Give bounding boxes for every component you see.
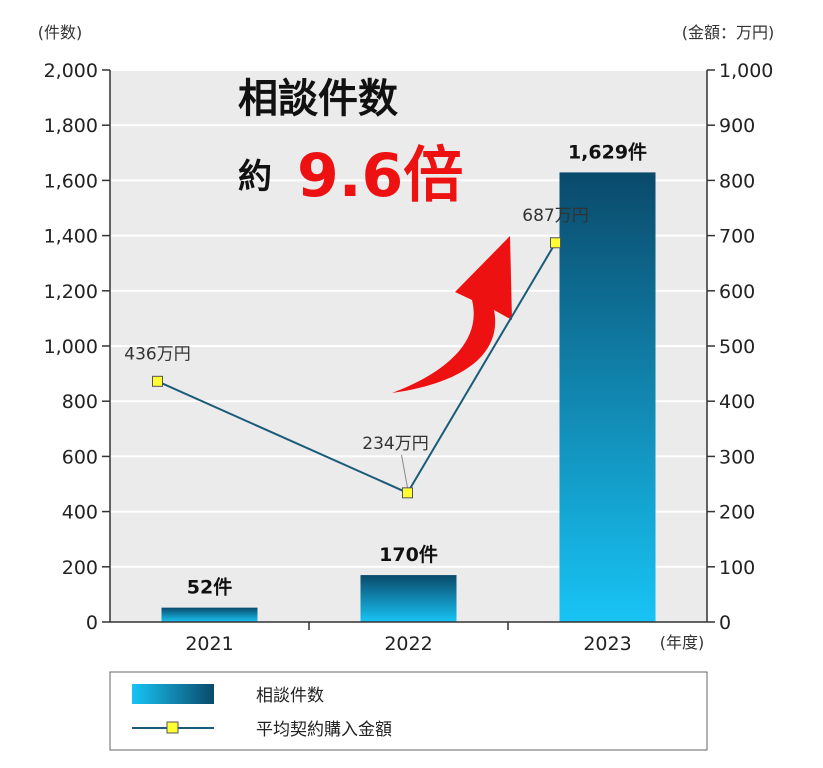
legend-line-label: 平均契約購入金額 xyxy=(256,720,392,740)
y-left-tick-label: 1,000 xyxy=(44,336,98,358)
bars xyxy=(161,172,656,622)
y-left-tick-label: 800 xyxy=(62,391,98,413)
growth-arrow-icon xyxy=(392,236,512,393)
bar-2023 xyxy=(559,172,656,622)
bar-2021 xyxy=(161,607,258,622)
line-marker xyxy=(152,375,163,387)
line-marker xyxy=(402,487,413,499)
y-right-tick-label: 400 xyxy=(719,391,755,413)
headline-prefix: 約 xyxy=(238,157,272,197)
x-unit: (年度) xyxy=(660,633,705,652)
line-value-label: 234万円 xyxy=(362,434,428,454)
legend-bar-swatch xyxy=(132,684,214,704)
x-tick-label: 2022 xyxy=(384,633,432,655)
legend: 相談件数 平均契約購入金額 xyxy=(109,671,708,751)
y-right-tick-label: 700 xyxy=(719,226,755,248)
y-right-unit: (金額：万円) xyxy=(682,23,775,42)
y-left-tick-label: 400 xyxy=(62,502,98,524)
legend-bar-label: 相談件数 xyxy=(256,686,324,706)
y-left-tick-label: 2,000 xyxy=(44,60,98,82)
y-right-tick-label: 0 xyxy=(719,612,731,634)
y-left-tick-label: 1,400 xyxy=(44,226,98,248)
line-marker xyxy=(550,237,561,249)
y-right-tick-label: 100 xyxy=(719,557,755,579)
x-ticks: 2021 2022 2023 xyxy=(185,633,631,655)
y-right-ticks: 0 100 200 300 400 500 600 700 800 900 1,000 xyxy=(707,60,773,634)
bar-value-label: 1,629件 xyxy=(568,140,647,163)
x-tick-label: 2023 xyxy=(583,633,631,655)
y-left-tick-label: 1,200 xyxy=(44,281,98,303)
y-right-tick-label: 800 xyxy=(719,170,755,192)
line-series: 436万円 234万円 687万円 xyxy=(124,206,589,499)
bar-value-label: 52件 xyxy=(187,576,232,599)
y-right-tick-label: 500 xyxy=(719,336,755,358)
line-value-label: 687万円 xyxy=(522,206,588,226)
label-leader xyxy=(401,454,408,488)
y-right-tick-label: 600 xyxy=(719,281,755,303)
y-left-tick-label: 200 xyxy=(62,557,98,579)
headline-multiplier: 9.6倍 xyxy=(297,141,463,211)
y-right-tick-label: 1,000 xyxy=(719,60,773,82)
bar-value-label: 170件 xyxy=(379,543,438,566)
y-left-unit: (件数) xyxy=(38,23,83,42)
y-left-ticks: 0 200 400 600 800 1,000 1,200 1,400 1,600 1,800 2,… xyxy=(44,60,110,634)
bar-2022 xyxy=(360,575,457,622)
legend-marker-icon xyxy=(166,721,179,734)
y-left-tick-label: 0 xyxy=(86,612,98,634)
y-right-tick-label: 300 xyxy=(719,446,755,468)
bar-labels: 52件 170件 1,629件 xyxy=(187,140,647,598)
y-left-tick-label: 1,800 xyxy=(44,115,98,137)
headline-title: 相談件数 xyxy=(238,76,398,122)
y-left-tick-label: 600 xyxy=(62,446,98,468)
y-right-tick-label: 900 xyxy=(719,115,755,137)
x-tick-label: 2021 xyxy=(185,633,233,655)
y-left-tick-label: 1,600 xyxy=(44,170,98,192)
y-right-tick-label: 200 xyxy=(719,502,755,524)
line-value-label: 436万円 xyxy=(124,344,190,364)
